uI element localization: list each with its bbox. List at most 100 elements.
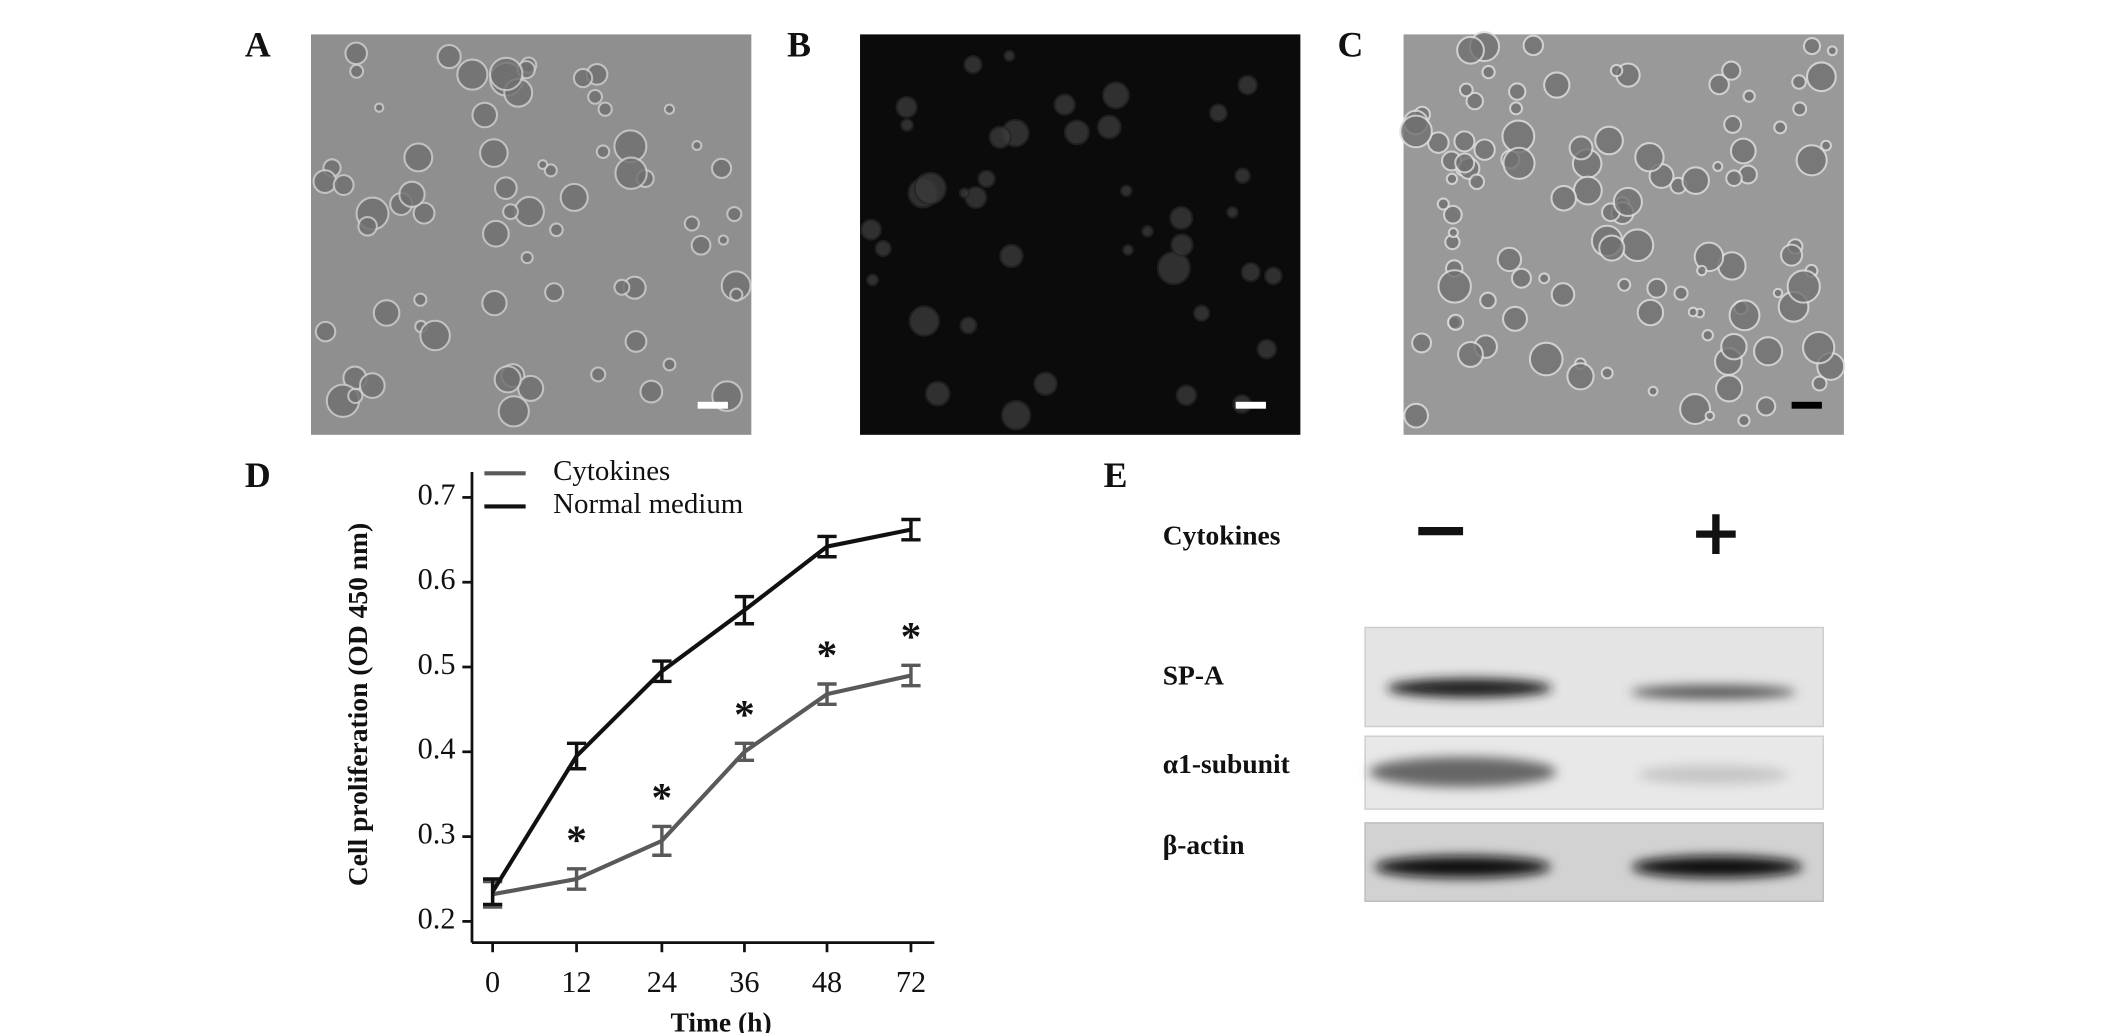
cell [412, 201, 436, 225]
cell [1468, 173, 1486, 191]
cell [988, 125, 1012, 149]
x-tick-label: 0 [485, 965, 500, 999]
cell [1568, 135, 1594, 161]
cell [1609, 63, 1624, 78]
cell [436, 43, 462, 70]
cell [1033, 371, 1058, 396]
cell [1704, 410, 1716, 422]
cell [1687, 306, 1699, 318]
error-bar [566, 741, 587, 771]
cell [999, 243, 1024, 269]
cell [517, 374, 545, 402]
cell [520, 251, 534, 265]
y-tick-label: 0.4 [418, 732, 456, 766]
cell [1141, 225, 1154, 238]
cell [1708, 73, 1730, 96]
cell [977, 169, 996, 188]
cell [493, 365, 522, 394]
cell [958, 187, 970, 199]
cell [1101, 81, 1130, 110]
cell [1681, 166, 1711, 195]
cell [1501, 305, 1528, 332]
cell [314, 320, 337, 343]
band-label: SP-A [1163, 660, 1224, 691]
line-chart: 0.2 0.3 0.4 0.5 0.6 0.7 0 12 24 36 48 72 Time (h) Cel… [342, 455, 935, 1033]
band [1374, 855, 1551, 878]
significance-mark: * [652, 774, 673, 820]
cell [1403, 402, 1430, 429]
x-tick-label: 36 [729, 965, 759, 999]
cell [1572, 175, 1603, 206]
cell [497, 395, 530, 428]
cell [1647, 385, 1659, 397]
micrograph [310, 34, 752, 435]
cell [502, 203, 519, 221]
cell [662, 357, 677, 372]
error-bar [817, 682, 837, 707]
cell [513, 195, 545, 228]
cell [908, 305, 940, 337]
cell [1063, 119, 1090, 146]
y-tick-label: 0.2 [418, 901, 456, 935]
cell [372, 299, 401, 327]
cell [1805, 61, 1837, 93]
cell [1193, 304, 1211, 322]
cell [1696, 264, 1708, 277]
cell [1447, 313, 1465, 331]
cell [1721, 60, 1742, 81]
cell [413, 292, 428, 307]
cell [1693, 241, 1725, 273]
cell [1003, 49, 1016, 62]
cell [1636, 298, 1665, 327]
cell [1437, 269, 1472, 304]
cell [1820, 139, 1832, 152]
panel-label: E [1104, 455, 1128, 495]
cell [1509, 101, 1524, 116]
cell [597, 101, 613, 117]
cell [1811, 375, 1828, 392]
cell [1634, 142, 1665, 173]
scale-bar [1235, 401, 1266, 409]
cell [1175, 384, 1198, 407]
cell [1826, 45, 1838, 57]
cell [639, 379, 664, 404]
cell [549, 222, 564, 238]
scale-bar [697, 401, 728, 409]
cell [1510, 267, 1532, 289]
legend-label: Normal medium [553, 488, 744, 520]
cell [624, 330, 648, 353]
cell [1496, 246, 1523, 273]
cell [456, 58, 489, 91]
error-bar [817, 534, 837, 559]
cell [1465, 91, 1484, 111]
cell [1780, 243, 1804, 267]
cell [344, 41, 369, 66]
legend-label: Cytokines [553, 455, 670, 487]
cell [1522, 34, 1545, 57]
cell [1617, 277, 1632, 292]
cell [1594, 125, 1624, 156]
series-line [492, 673, 912, 897]
y-tick-label: 0.5 [418, 647, 456, 681]
cell [726, 206, 743, 223]
x-tick-label: 24 [647, 965, 677, 999]
cell [1454, 152, 1476, 174]
band-label: β-actin [1163, 829, 1245, 860]
cell [710, 157, 733, 179]
cell [373, 102, 385, 113]
cell [1712, 160, 1724, 173]
cell [332, 174, 355, 196]
cell [1786, 269, 1821, 304]
cell [1600, 366, 1614, 380]
cell [1226, 206, 1239, 219]
cell [1773, 120, 1788, 135]
error-bar [652, 824, 672, 857]
cell [1737, 413, 1751, 428]
panel-label: A [245, 24, 271, 64]
cell [959, 316, 978, 335]
x-tick-label: 72 [896, 965, 926, 999]
cell [1120, 184, 1133, 198]
cell [349, 63, 365, 79]
scale-bar [1791, 401, 1822, 409]
